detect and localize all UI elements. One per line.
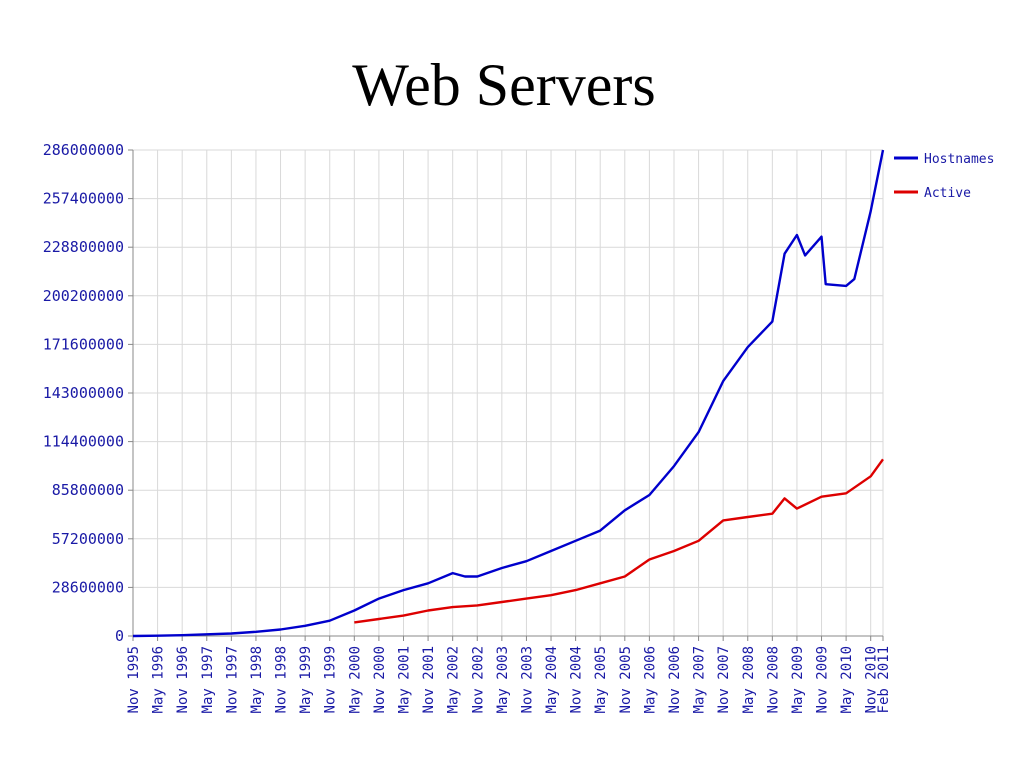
slide-title: Web Servers: [352, 52, 656, 118]
legend-label-hostnames: Hostnames: [924, 152, 994, 167]
y-tick-label: 171600000: [43, 335, 124, 353]
axes-layer: 0 28600000 57200000 85800000 114400000 143000…: [43, 141, 892, 713]
y-tick-label: 28600000: [52, 578, 124, 596]
x-tick-label: Nov 1996: [175, 646, 191, 713]
x-tick-label: May 2010: [839, 646, 855, 713]
x-tick-label: May 2003: [495, 646, 511, 713]
legend: Hostnames Active: [894, 152, 994, 201]
grid-layer: [132, 149, 884, 637]
series-line-hostnames: [132, 149, 885, 638]
x-tick-label: May 2007: [692, 646, 708, 713]
x-tick-label: May 2009: [790, 646, 806, 713]
series-line-active: [354, 458, 884, 624]
series-layer: [132, 149, 885, 638]
x-tick-label: May 1999: [298, 646, 314, 713]
x-tick-label: Nov 2006: [667, 646, 683, 713]
x-tick-label: May 1997: [200, 646, 216, 713]
x-tick-label: Nov 1995: [126, 646, 142, 713]
x-tick-label: Nov 2000: [372, 646, 388, 713]
y-tick-label: 286000000: [43, 141, 124, 159]
x-tick-label: Nov 2007: [716, 646, 732, 713]
x-tick-label: May 1998: [249, 646, 265, 713]
x-tick-label: Nov 2008: [765, 646, 781, 713]
x-tick-label: Nov 2010: [864, 646, 880, 713]
x-tick-label: Nov 2002: [470, 646, 486, 713]
x-tick-label: May 2004: [544, 646, 560, 713]
x-tick-label: May 2005: [593, 646, 609, 713]
x-tick-label: Nov 2001: [421, 646, 437, 713]
x-tick-label: May 2002: [446, 646, 462, 713]
x-tick-label: Nov 1999: [323, 646, 339, 713]
x-tick-label: Nov 2005: [618, 646, 634, 713]
y-tick-label: 143000000: [43, 384, 124, 402]
x-tick-label: Nov 2009: [815, 646, 831, 713]
x-tick-label: Nov 2003: [519, 646, 535, 713]
y-tick-label: 57200000: [52, 530, 124, 548]
y-tick-label: 85800000: [52, 481, 124, 499]
x-tick-label: Nov 1998: [274, 646, 290, 713]
x-tick-label: May 2006: [642, 646, 658, 713]
x-tick-label: May 2001: [396, 646, 412, 713]
x-tick-label: May 2008: [741, 646, 757, 713]
y-tick-label: 200200000: [43, 287, 124, 305]
y-tick-label: 0: [115, 627, 124, 645]
y-tick-label: 114400000: [43, 433, 124, 451]
x-tick-label: Feb 2011: [876, 646, 892, 713]
x-tick-label: Nov 2004: [569, 646, 585, 713]
x-tick-label: Nov 1997: [224, 646, 240, 713]
y-tick-label: 228800000: [43, 238, 124, 256]
x-tick-label: May 1996: [151, 646, 167, 713]
legend-label-active: Active: [924, 186, 971, 201]
x-tick-label: May 2000: [347, 646, 363, 713]
y-tick-label: 257400000: [43, 190, 124, 208]
